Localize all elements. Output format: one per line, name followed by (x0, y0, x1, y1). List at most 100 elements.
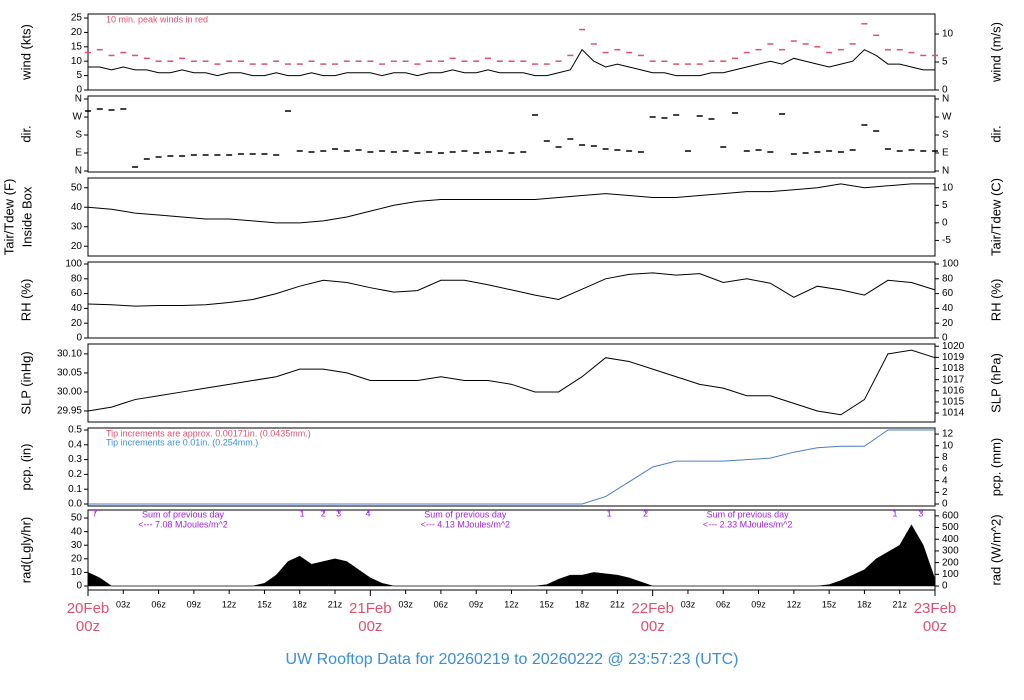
y-tick-label: 0.3 (68, 454, 82, 465)
y-tick-label: 80 (71, 273, 83, 284)
day-hour-label: 00z (358, 618, 382, 635)
x-tick-label: 15z (822, 599, 837, 609)
y-tick-label: 50 (71, 513, 83, 524)
y-tick-label: 30.10 (57, 349, 82, 360)
x-tick-label: 18z (292, 599, 307, 609)
marker-label: 1 (892, 508, 897, 518)
panel-frame (87, 177, 936, 257)
y-tick-label: 0 (76, 85, 82, 96)
x-tick-label: 09z (187, 599, 202, 609)
y-tick-label: 20 (71, 553, 83, 564)
y-axis-title: rad(Lgly/hr) (18, 517, 33, 583)
day-hour-label: 00z (76, 618, 100, 635)
marker-label: 1 (300, 508, 305, 518)
y-axis-title: Inside Box (19, 186, 34, 247)
line (87, 349, 936, 416)
y2-tick-label: 400 (942, 534, 959, 545)
y-tick-label: 30 (71, 540, 83, 551)
y-tick-label: W (73, 112, 83, 123)
panel-frame (87, 427, 936, 507)
x-tick-label: 09z (469, 599, 484, 609)
y-axis-title: RH (%) (18, 279, 33, 322)
y2-tick-label: 0 (942, 581, 948, 592)
annotation: 10 min. peak winds in red (106, 14, 208, 24)
y-tick-label: 0.1 (68, 484, 82, 495)
y2-axis-title: wind (m/s) (988, 22, 1003, 83)
y2-axis-title: Tair/Tdew (C) (988, 178, 1003, 256)
y2-tick-label: 40 (942, 303, 954, 314)
y-tick-label: 40 (71, 202, 83, 213)
y2-tick-label: 10 (942, 29, 954, 40)
y2-tick-label: 5 (942, 57, 948, 68)
marker-label: 4 (365, 508, 370, 518)
y-axis-title: Tair/Tdew (F) (1, 179, 16, 256)
x-tick-label: 06z (716, 599, 731, 609)
marker-label: 1 (607, 508, 612, 518)
y2-tick-label: 200 (942, 557, 959, 568)
area (87, 524, 936, 587)
y-tick-label: N (75, 94, 82, 105)
annotation: Tip increments are approx. 0.00171in. (0… (106, 428, 311, 438)
y-tick-label: 100 (65, 259, 82, 270)
day-label: 20Feb (67, 600, 110, 617)
y-tick-label: N (75, 166, 82, 177)
y-tick-label: 40 (71, 526, 83, 537)
x-tick-label: 18z (575, 599, 590, 609)
y2-tick-label: 1016 (942, 385, 965, 396)
x-tick-label: 21z (328, 599, 343, 609)
x-tick-label: 15z (540, 599, 555, 609)
y-tick-label: 15 (71, 41, 83, 52)
x-tick-label: 15z (257, 599, 272, 609)
y-tick-label: 30 (71, 221, 83, 232)
y-tick-label: 10 (71, 567, 83, 578)
line (87, 183, 935, 224)
line (88, 48, 935, 77)
y2-tick-label: 100 (942, 259, 959, 270)
x-tick-label: 21z (610, 599, 625, 609)
footer: UW Rooftop Data for 20260219 to 20260222… (286, 651, 739, 668)
y-tick-label: 20 (71, 27, 83, 38)
y-tick-label: 20 (71, 241, 83, 252)
y-tick-label: 60 (71, 288, 83, 299)
y2-tick-label: 10 (942, 440, 954, 451)
y2-tick-label: 300 (942, 546, 959, 557)
y2-tick-label: E (942, 148, 949, 159)
x-tick-label: 06z (434, 599, 449, 609)
y2-tick-label: 5 (942, 200, 948, 211)
y2-tick-label: 1015 (942, 397, 965, 408)
y2-tick-label: W (942, 112, 952, 123)
y2-tick-label: 1018 (942, 363, 965, 374)
y-axis-title: wind (kts) (18, 24, 33, 81)
y2-axis-title: dir. (988, 125, 1003, 142)
daily-note: Sum of previous day (707, 509, 790, 519)
y-tick-label: 0 (76, 333, 82, 344)
y2-tick-label: 1017 (942, 374, 965, 385)
y2-tick-label: 0 (942, 85, 948, 96)
daily-note: Sum of previous day (142, 509, 225, 519)
marker-label: 7 (93, 508, 98, 518)
marker-label: 3 (918, 508, 923, 518)
annotation: Tip increments are 0.01in. (0.254mm.) (106, 437, 258, 447)
y2-tick-label: -5 (942, 235, 951, 246)
day-hour-label: 00z (641, 618, 665, 635)
panel-frame (87, 95, 936, 173)
x-tick-label: 03z (681, 599, 696, 609)
y2-axis-title: pcp. (mm) (988, 438, 1003, 497)
day-label: 22Feb (631, 600, 674, 617)
y2-tick-label: 100 (942, 569, 959, 580)
day-hour-label: 00z (923, 618, 947, 635)
daily-note: <--- 7.08 MJoules/m^2 (138, 519, 228, 529)
y-tick-label: 30.00 (57, 387, 82, 398)
y2-tick-label: 10 (942, 182, 954, 193)
x-tick-label: 12z (504, 599, 519, 609)
y2-axis-title: RH (%) (988, 279, 1003, 322)
y-tick-label: 30.05 (57, 368, 82, 379)
y-tick-label: 0.5 (68, 425, 82, 436)
y-tick-label: 10 (71, 56, 83, 67)
y-tick-label: 29.95 (57, 406, 82, 417)
y-tick-label: 40 (71, 303, 83, 314)
day-label: 23Feb (914, 600, 957, 617)
y-tick-label: 20 (71, 318, 83, 329)
y-tick-label: E (75, 148, 82, 159)
